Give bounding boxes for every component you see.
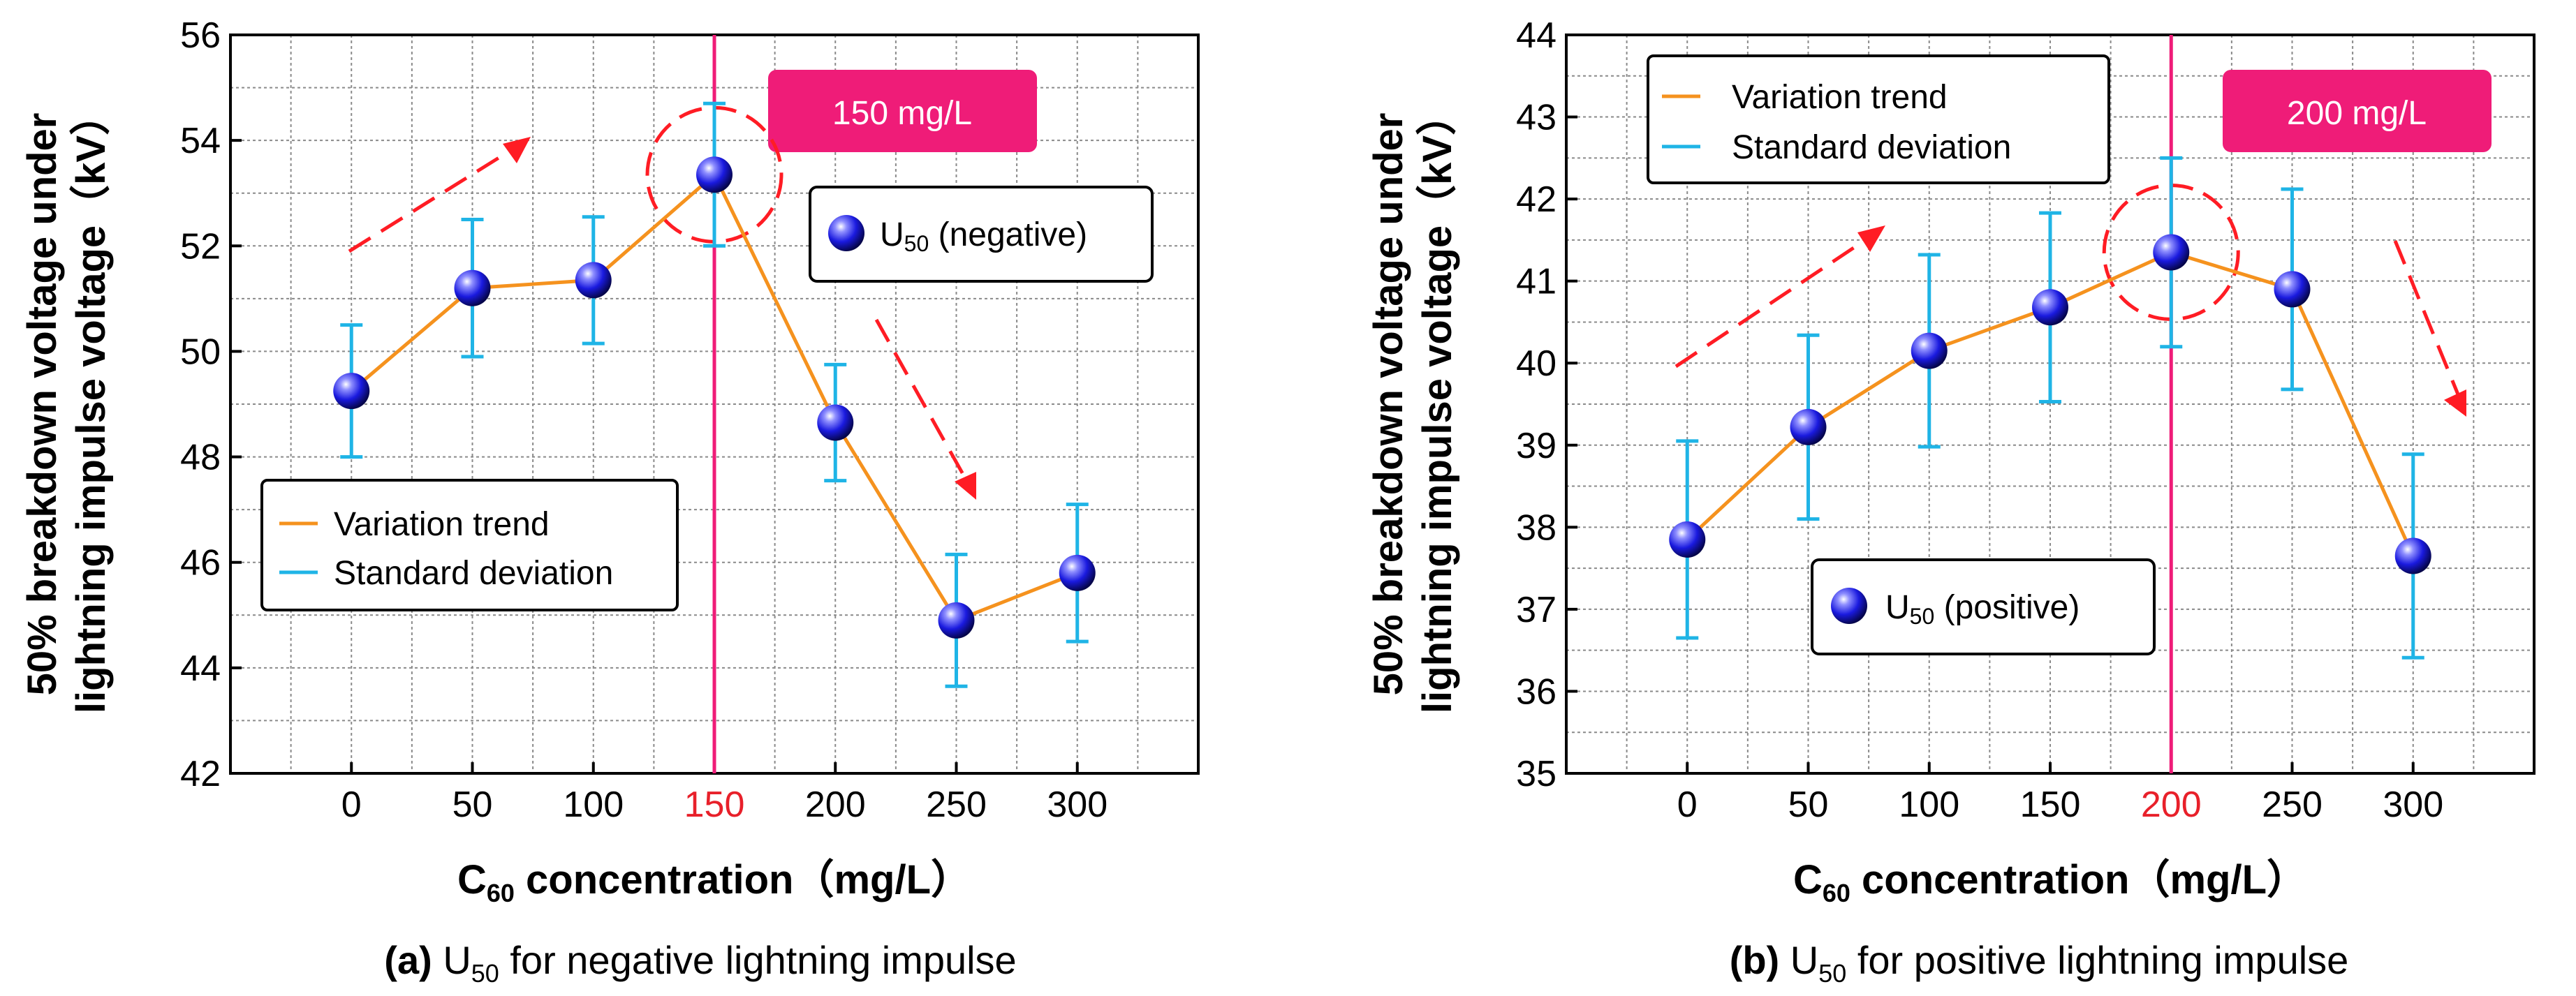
a-y-tick-label: 46	[180, 543, 221, 584]
a-x-tick-label: 250	[926, 785, 987, 825]
b-x-ticks: 0 50 100 150 200 250 300	[1677, 762, 2443, 825]
b-data-point	[1790, 408, 1827, 445]
a-rising-arrowhead	[503, 137, 531, 163]
b-x-tick-label: 0	[1677, 785, 1698, 825]
b-y-tick-label: 44	[1516, 15, 1556, 56]
a-data-point	[1059, 554, 1096, 591]
a-markers	[333, 156, 1096, 639]
b-y-tick-label: 37	[1516, 590, 1556, 630]
b-rising-arrow	[1675, 234, 1873, 369]
a-y-tick-label: 42	[180, 754, 221, 794]
b-y-axis-title-line2: lightning impulse voltage（kV）	[1415, 95, 1460, 713]
a-caption: (a) U50 for negative lightning impulse	[384, 938, 1016, 988]
a-legend-trend-label: Variation trend	[334, 506, 550, 543]
a-legend-std-label: Standard deviation	[334, 555, 613, 592]
a-y-tick-label: 52	[180, 226, 221, 267]
b-legend-marker-label: U50 (positive)	[1885, 589, 2080, 629]
b-x-tick-label: 250	[2262, 785, 2323, 825]
b-x-tick-label: 50	[1788, 785, 1829, 825]
b-data-point	[1669, 521, 1706, 558]
a-y-axis-title-line2: lightning impulse voltage（kV）	[68, 95, 114, 713]
b-legend-box	[1647, 54, 2110, 184]
a-legend-marker-box	[809, 186, 1154, 283]
b-y-tick-label: 40	[1516, 343, 1556, 384]
b-y-tick-label: 36	[1516, 671, 1556, 712]
a-y-tick-label: 48	[180, 438, 221, 478]
a-x-tick-label: 0	[341, 785, 362, 825]
a-highlight-badge	[768, 70, 1037, 152]
a-y-axis-title-line1: 50% breakdown voltage under	[20, 113, 65, 696]
b-highlight-label: 200 mg/L	[2287, 95, 2427, 132]
b-y-tick-label: 42	[1516, 179, 1556, 220]
a-y-tick-label: 44	[180, 648, 221, 689]
b-legend-marker-box	[1811, 558, 2156, 655]
b-y-tick-label: 41	[1516, 262, 1556, 302]
b-legend-trend-label: Variation trend	[1732, 79, 1948, 116]
b-data-point	[2394, 537, 2431, 574]
b-x-axis-title: C60 concentration（mg/L）	[1793, 857, 2307, 907]
a-x-tick-label: 300	[1047, 785, 1107, 825]
b-falling-arrowhead	[2444, 389, 2466, 417]
a-x-axis-title: C60 concentration（mg/L）	[457, 857, 971, 907]
a-y-ticks: 42 44 46 48 50 52 54 56	[180, 15, 242, 794]
b-x-tick-label: 150	[2020, 785, 2081, 825]
a-x-tick-label: 100	[563, 785, 624, 825]
a-x-tick-label: 150	[684, 785, 745, 825]
b-highlight-badge	[2223, 70, 2492, 152]
a-legend-box	[260, 479, 679, 611]
a-x-tick-label: 200	[805, 785, 866, 825]
b-data-point	[2274, 271, 2311, 308]
b-y-ticks: 35 36 37 38 39 40 41 42 43 44	[1516, 15, 1577, 794]
b-x-tick-label: 100	[1899, 785, 1959, 825]
a-data-point	[938, 602, 975, 639]
a-legend-marker-label: U50 (negative)	[880, 216, 1087, 256]
b-y-tick-label: 38	[1516, 507, 1556, 548]
b-caption: (b) U50 for positive lightning impulse	[1730, 938, 2349, 988]
a-rising-arrow	[348, 144, 518, 253]
a-x-ticks: 0 50 100 150 200 250 300	[341, 762, 1107, 825]
a-y-tick-label: 54	[180, 121, 221, 161]
b-data-point	[2032, 289, 2068, 326]
b-legend-marker-icon	[1831, 588, 1867, 624]
b-y-tick-label: 35	[1516, 754, 1556, 794]
b-y-tick-label: 43	[1516, 98, 1556, 138]
b-x-tick-label: 200	[2141, 785, 2202, 825]
a-data-point	[817, 404, 854, 441]
a-falling-arrow	[874, 318, 969, 483]
panel-a: 42 44 46 48 50 52 54 56 0 50 100 150 200 250 300 150 …	[20, 15, 1200, 988]
b-y-axis-title-line1: 50% breakdown voltage under	[1366, 113, 1411, 696]
b-rising-arrowhead	[1857, 225, 1885, 252]
b-markers	[1669, 234, 2431, 574]
b-falling-arrow	[2393, 240, 2460, 395]
a-x-tick-label: 50	[452, 785, 493, 825]
a-data-point	[333, 373, 370, 410]
a-legend-marker-icon	[828, 215, 864, 251]
b-legend-std-label: Standard deviation	[1732, 129, 2011, 166]
a-falling-arrowhead	[955, 472, 976, 500]
b-data-point	[1911, 332, 1948, 369]
b-data-point	[2153, 234, 2190, 271]
a-highlight-label: 150 mg/L	[832, 95, 972, 132]
a-y-tick-label: 56	[180, 15, 221, 56]
a-y-tick-label: 50	[180, 332, 221, 372]
b-x-tick-label: 300	[2383, 785, 2443, 825]
a-data-point	[696, 156, 733, 193]
a-data-point	[454, 269, 491, 306]
a-data-point	[575, 262, 612, 299]
b-y-tick-label: 39	[1516, 426, 1556, 466]
